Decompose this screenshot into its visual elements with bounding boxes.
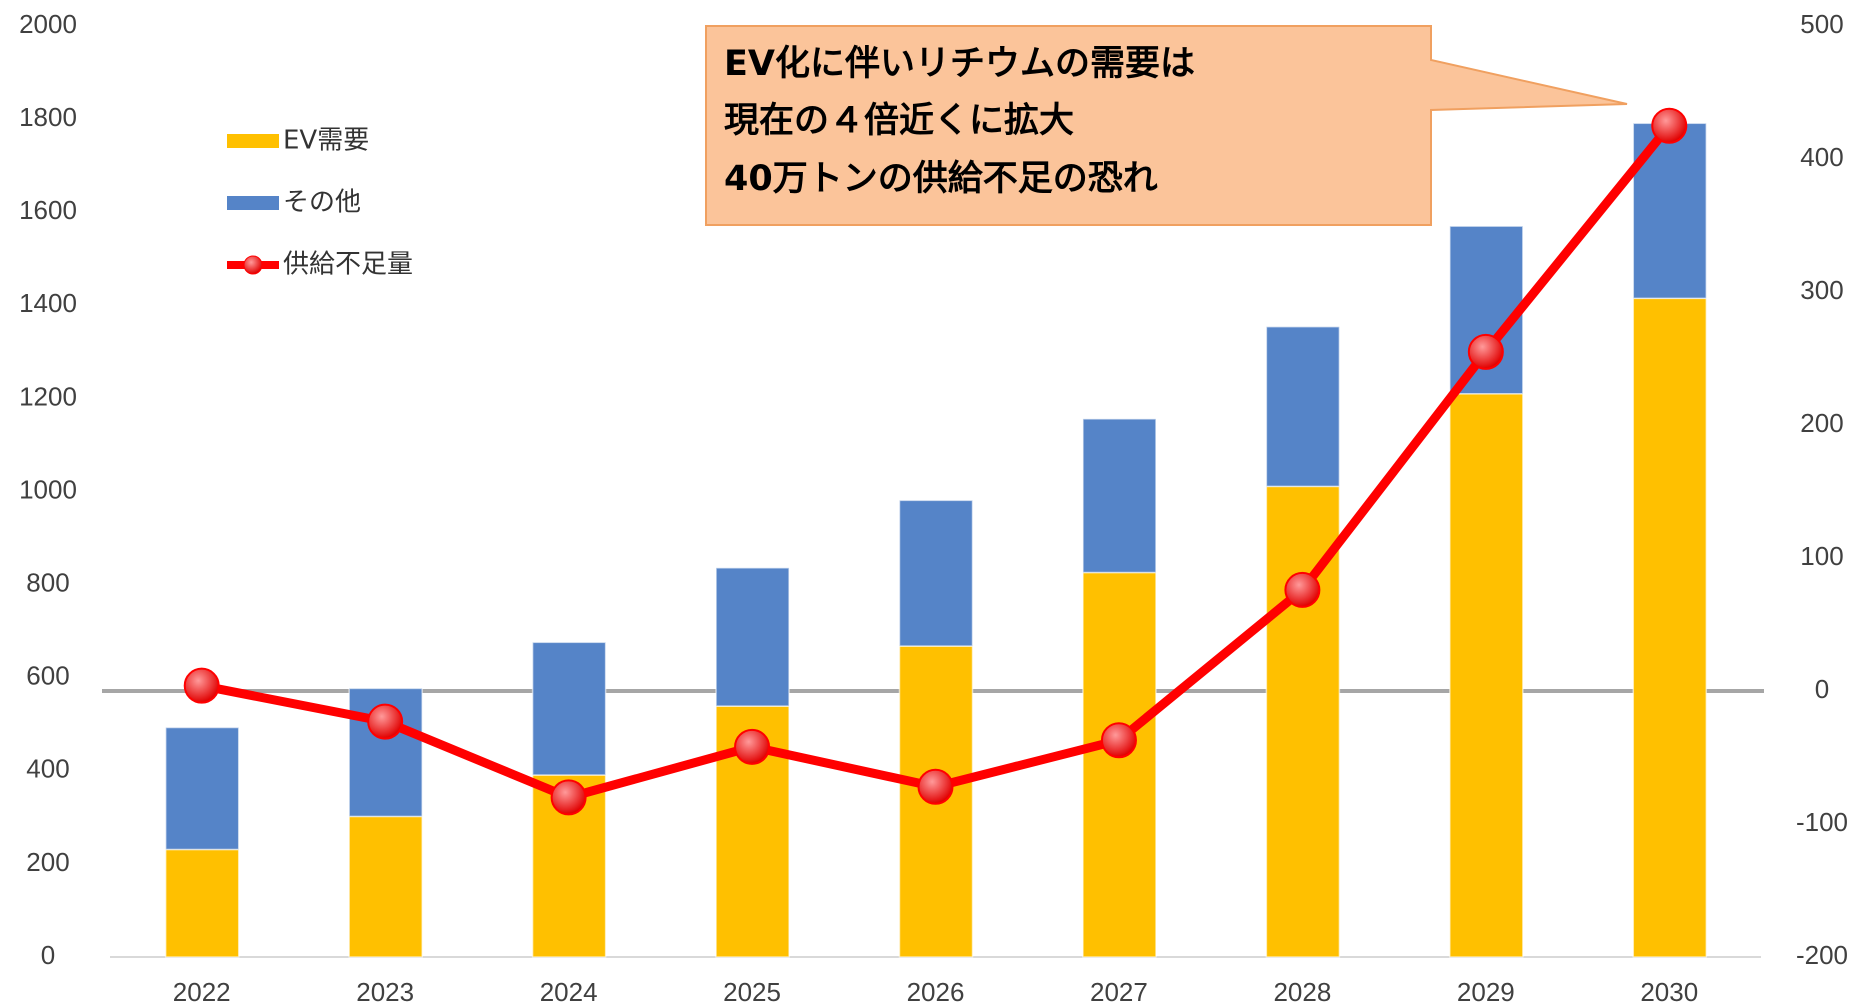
- x-tick-label: 2028: [1273, 977, 1331, 1007]
- x-tick-label: 2029: [1457, 977, 1515, 1007]
- x-tick-label: 2030: [1640, 977, 1698, 1007]
- x-tick-label: 2025: [723, 977, 781, 1007]
- y-tick-label: 200: [26, 847, 69, 877]
- callout-line: EV化に伴いリチウムの需要は: [724, 44, 1195, 84]
- y2-tick-label: -200: [1796, 940, 1848, 970]
- y-tick-label: 1600: [19, 195, 77, 225]
- y-tick-label: 800: [26, 567, 69, 597]
- y2-tick-label: 500: [1800, 9, 1843, 39]
- y-tick-label: 2000: [19, 9, 77, 39]
- legend-label: その他: [283, 188, 361, 218]
- bar-segment: [1449, 392, 1524, 958]
- x-tick-label: 2026: [907, 977, 965, 1007]
- line-marker: [1467, 333, 1504, 370]
- line-marker: [183, 667, 220, 704]
- x-tick-label: 2024: [540, 977, 598, 1007]
- callout: EV化に伴いリチウムの需要は 現在の４倍近くに拡大 40万トンの供給不足の恐れ: [705, 25, 1628, 226]
- bar-segment: [164, 726, 240, 851]
- line-marker: [734, 728, 771, 765]
- callout-box: [705, 25, 1628, 226]
- y-tick-label: 1400: [19, 288, 77, 318]
- y2-tick-label: 400: [1800, 142, 1843, 172]
- bar-segment: [1082, 571, 1157, 958]
- y-tick-label: 1200: [19, 381, 77, 411]
- bar-segment: [348, 815, 423, 958]
- y2-tick-label: 300: [1800, 275, 1843, 305]
- legend-swatch: [227, 134, 279, 148]
- y2-tick-label: 100: [1800, 541, 1843, 571]
- y-tick-label: 0: [41, 940, 55, 970]
- line-marker: [917, 768, 954, 805]
- bar-segment: [898, 499, 974, 647]
- bar-segment: [715, 567, 790, 707]
- y-tick-label: 1000: [19, 474, 77, 504]
- bar-segment: [1082, 418, 1157, 574]
- callout-line: 現在の４倍近くに拡大: [724, 101, 1074, 141]
- y-tick-label: 600: [26, 661, 69, 691]
- callout-line: 40万トンの供給不足の恐れ: [724, 159, 1158, 199]
- line-marker: [1284, 571, 1321, 608]
- line-marker: [550, 779, 587, 816]
- plot-area: 0200400600800100012001400160018002000-20…: [19, 9, 1848, 1007]
- bar-segment: [164, 848, 240, 958]
- bar-segment: [531, 641, 607, 776]
- x-tick-label: 2027: [1090, 977, 1148, 1007]
- y-tick-label: 400: [26, 754, 69, 784]
- bar-segment: [1265, 325, 1341, 488]
- y-tick-label: 1800: [19, 102, 77, 132]
- line-marker: [1651, 107, 1688, 144]
- bar-segment: [1632, 297, 1708, 958]
- line-marker: [1100, 722, 1137, 759]
- legend-label: 供給不足量: [283, 250, 413, 280]
- y2-tick-label: 0: [1815, 674, 1829, 704]
- legend-label: EV需要: [283, 126, 369, 156]
- legend-swatch: [243, 255, 263, 275]
- y2-tick-label: 200: [1800, 408, 1843, 438]
- x-tick-label: 2023: [356, 977, 414, 1007]
- line-marker: [367, 703, 404, 740]
- x-tick-label: 2022: [173, 977, 231, 1007]
- legend-swatch: [227, 196, 279, 210]
- y2-tick-label: -100: [1796, 807, 1848, 837]
